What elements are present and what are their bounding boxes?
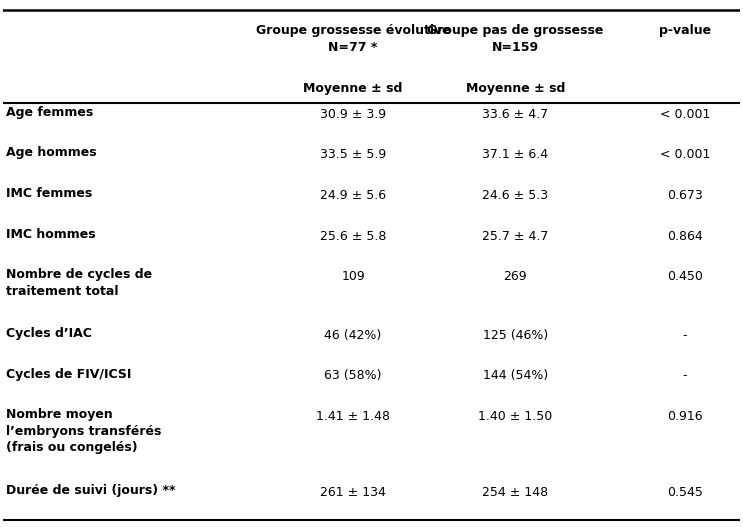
Text: 24.6 ± 5.3: 24.6 ± 5.3 — [482, 189, 548, 202]
Text: Groupe pas de grossesse
N=159: Groupe pas de grossesse N=159 — [427, 24, 603, 54]
Text: p-value: p-value — [659, 24, 711, 37]
Text: -: - — [683, 329, 687, 342]
Text: Groupe grossesse évolutive
N=77 *: Groupe grossesse évolutive N=77 * — [256, 24, 450, 54]
Text: 33.6 ± 4.7: 33.6 ± 4.7 — [482, 108, 548, 121]
Text: 33.5 ± 5.9: 33.5 ± 5.9 — [320, 148, 386, 161]
Text: 63 (58%): 63 (58%) — [324, 369, 382, 383]
Text: 261 ± 134: 261 ± 134 — [320, 486, 386, 500]
Text: Nombre de cycles de
traitement total: Nombre de cycles de traitement total — [7, 268, 152, 298]
Text: -: - — [683, 369, 687, 383]
Text: Cycles de FIV/ICSI: Cycles de FIV/ICSI — [7, 367, 132, 380]
Text: 0.864: 0.864 — [667, 230, 703, 242]
Text: 125 (46%): 125 (46%) — [483, 329, 548, 342]
Text: 1.40 ± 1.50: 1.40 ± 1.50 — [478, 410, 553, 423]
Text: 0.545: 0.545 — [667, 486, 703, 500]
Text: IMC hommes: IMC hommes — [7, 228, 96, 241]
Text: 109: 109 — [341, 270, 365, 284]
Text: Moyenne ± sd: Moyenne ± sd — [466, 82, 565, 95]
Text: 30.9 ± 3.9: 30.9 ± 3.9 — [320, 108, 386, 121]
Text: Age femmes: Age femmes — [7, 106, 94, 119]
Text: 0.673: 0.673 — [667, 189, 703, 202]
Text: IMC femmes: IMC femmes — [7, 187, 93, 200]
Text: 1.41 ± 1.48: 1.41 ± 1.48 — [316, 410, 390, 423]
Text: 25.6 ± 5.8: 25.6 ± 5.8 — [320, 230, 386, 242]
Text: < 0.001: < 0.001 — [660, 108, 710, 121]
Text: Cycles d’IAC: Cycles d’IAC — [7, 327, 92, 340]
Text: Durée de suivi (jours) **: Durée de suivi (jours) ** — [7, 484, 176, 497]
Text: < 0.001: < 0.001 — [660, 148, 710, 161]
Text: 0.916: 0.916 — [667, 410, 703, 423]
Text: Nombre moyen
l’embryons transférés
(frais ou congelés): Nombre moyen l’embryons transférés (frai… — [7, 408, 162, 454]
Text: 254 ± 148: 254 ± 148 — [482, 486, 548, 500]
Text: 144 (54%): 144 (54%) — [483, 369, 548, 383]
Text: 37.1 ± 6.4: 37.1 ± 6.4 — [482, 148, 548, 161]
Text: 0.450: 0.450 — [667, 270, 703, 284]
Text: 24.9 ± 5.6: 24.9 ± 5.6 — [320, 189, 386, 202]
Text: 269: 269 — [504, 270, 527, 284]
Text: 25.7 ± 4.7: 25.7 ± 4.7 — [482, 230, 548, 242]
Text: Age hommes: Age hommes — [7, 147, 97, 159]
Text: Moyenne ± sd: Moyenne ± sd — [303, 82, 403, 95]
Text: 46 (42%): 46 (42%) — [325, 329, 382, 342]
